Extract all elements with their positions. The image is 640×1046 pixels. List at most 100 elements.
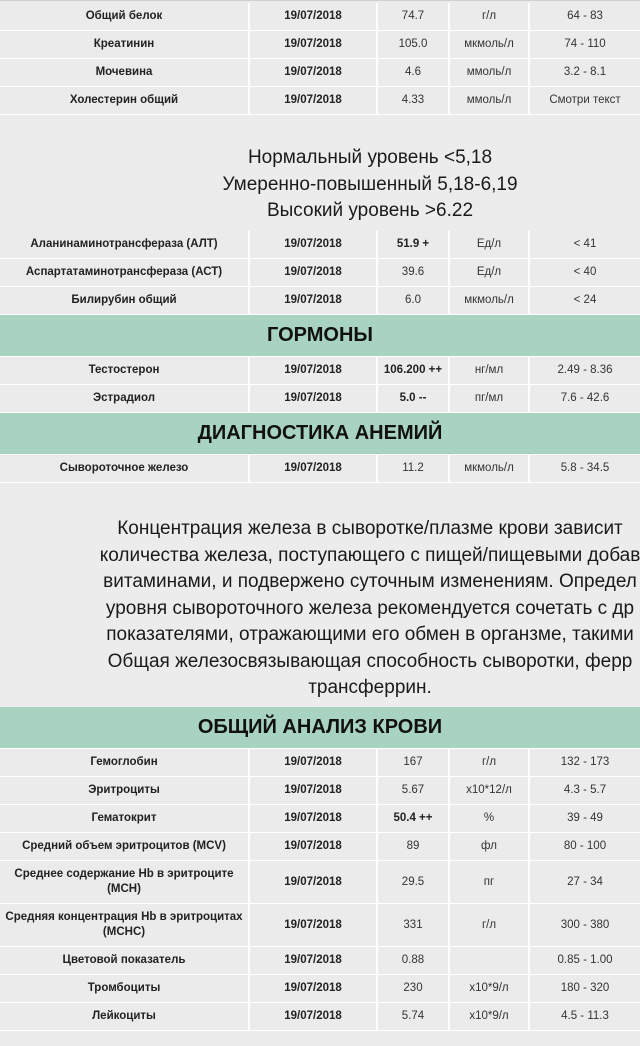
test-name: Эритроциты [0, 777, 250, 804]
note-line: уровня сывороточного железа рекомендуетс… [105, 597, 635, 619]
test-unit: пг/мл [450, 385, 530, 412]
reference-range: 180 - 320 [560, 982, 610, 994]
test-value: 106.200 ++ [378, 357, 450, 384]
test-date: 19/07/2018 [250, 861, 378, 903]
reference-range: 0.85 - 1.00 [557, 954, 613, 966]
section-header: ГОРМОНЫ [0, 315, 640, 357]
reference-range: 5.8 - 34.5 [560, 462, 610, 474]
test-name: Креатинин [0, 31, 250, 58]
test-date: 19/07/2018 [250, 455, 378, 482]
note-text: Нормальный уровень <5,18 Умеренно-повышен… [0, 115, 640, 231]
test-name: Тестостерон [0, 357, 250, 384]
reference-range: 4.3 - 5.7 [563, 784, 607, 796]
test-name: Гематокрит [0, 805, 250, 832]
reference-range: 80 - 100 [563, 840, 607, 852]
table-row: Гематокрит 19/07/2018 50.4 ++% 39 - 49 [0, 805, 640, 833]
test-value: 11.2 [378, 455, 450, 482]
test-name: Мочевина [0, 59, 250, 86]
test-unit: % [450, 805, 530, 832]
test-name: Холестерин общий [0, 87, 250, 114]
test-unit: мкмоль/л [450, 287, 530, 314]
table-row: Креатинин 19/07/2018 105.0 мкмоль/л 74 - 110 [0, 31, 640, 59]
reference-range: 300 - 380 [560, 918, 610, 931]
note-line: Высокий уровень >6.22 [266, 200, 474, 221]
table-row: Тестостерон 19/07/2018 106.200 ++ нг/мл 2.49… [0, 357, 640, 385]
note-text: Концентрация железа в сыворотке/плазме к… [0, 483, 640, 707]
test-value: 331 [378, 904, 450, 946]
test-name: Лейкоциты [0, 1003, 250, 1030]
reference-range: Смотри текст [549, 94, 621, 106]
note-line: Концентрация железа в сыворотке/плазме к… [117, 518, 623, 539]
note-line: трансферрин. [308, 677, 432, 698]
test-unit: мкмоль/л [450, 31, 530, 58]
test-name: Цветовой показатель [0, 947, 250, 974]
test-date: 19/07/2018 [250, 749, 378, 776]
reference-range: 7.6 - 42.6 [560, 392, 610, 404]
test-value: 167 [378, 749, 450, 776]
test-date: 19/07/2018 [250, 231, 378, 258]
section-header: ОБЩИЙ АНАЛИЗ КРОВИ [0, 707, 640, 749]
reference-range: 39 - 49 [567, 812, 603, 824]
test-value: 74.7 [378, 3, 450, 30]
table-row: Аланинаминотрансфераза (АЛТ) 19/07/2018 51… [0, 231, 640, 259]
test-value: 5.0 -- [378, 385, 450, 412]
test-unit: ммоль/л [450, 87, 530, 114]
table-row: Холестерин общий 19/07/2018 4.33 ммоль/л Смо… [0, 87, 640, 115]
test-unit: г/л [450, 749, 530, 776]
test-date: 19/07/2018 [250, 31, 378, 58]
test-date: 19/07/2018 [250, 87, 378, 114]
test-unit: г/л [450, 904, 530, 946]
results-table: Тестостерон 19/07/2018 106.200 ++ нг/мл 2.49… [0, 357, 640, 413]
test-value: 51.9 + [378, 231, 450, 258]
test-value: 4.33 [378, 87, 450, 114]
reference-range: < 40 [573, 266, 597, 278]
test-value: 5.74 [378, 1003, 450, 1030]
reference-range: 4.5 - 11.3 [561, 1010, 609, 1022]
results-table: Общий белок 19/07/2018 74.7 г/л 64 - 83 Креат… [0, 3, 640, 115]
results-table: Гемоглобин 19/07/2018 167 г/л 132 - 173 Эритр… [0, 749, 640, 1031]
reference-range: 64 - 83 [567, 10, 603, 22]
test-date: 19/07/2018 [250, 904, 378, 946]
test-name: Средний объем эритроцитов (MCV) [0, 833, 250, 860]
test-date: 19/07/2018 [250, 59, 378, 86]
test-unit: фл [450, 833, 530, 860]
test-date: 19/07/2018 [250, 287, 378, 314]
test-name: Тромбоциты [0, 975, 250, 1002]
table-row: Эритроциты 19/07/2018 5.67 x10*12/л 4.3 - 5.… [0, 777, 640, 805]
reference-range: < 41 [573, 238, 597, 250]
table-row: Аспартатаминотрансфераза (АСТ) 19/07/2018… [0, 259, 640, 287]
test-unit: мкмоль/л [450, 455, 530, 482]
test-unit: ммоль/л [450, 59, 530, 86]
test-unit: x10*9/л [450, 1003, 530, 1030]
results-table: Аланинаминотрансфераза (АЛТ) 19/07/2018 51… [0, 231, 640, 315]
test-date: 19/07/2018 [250, 1003, 378, 1030]
test-value: 39.6 [378, 259, 450, 286]
test-name: Среднее содержание Hb в эритроците (MCH) [0, 861, 250, 903]
test-unit: Ед/л [450, 231, 530, 258]
test-unit: пг [450, 861, 530, 903]
table-row: Лейкоциты 19/07/2018 5.74 x10*9/л 4.5 - 11.3 [0, 1003, 640, 1031]
reference-range: < 24 [573, 294, 597, 306]
table-row: Средняя концентрация Hb в эритроцитах (M… [0, 904, 640, 947]
note-line: Умеренно-повышенный 5,18-6,19 [222, 173, 518, 195]
test-date: 19/07/2018 [250, 385, 378, 412]
note-line: витаминами, и подвержено суточным измене… [103, 571, 637, 592]
test-name: Сывороточное железо [0, 455, 250, 482]
test-date: 19/07/2018 [250, 833, 378, 860]
reference-range: 74 - 110 [564, 38, 606, 50]
table-row: Сывороточное железо 19/07/2018 11.2 мкмоль/… [0, 455, 640, 483]
test-date: 19/07/2018 [250, 357, 378, 384]
test-name: Аланинаминотрансфераза (АЛТ) [0, 231, 250, 258]
test-date: 19/07/2018 [250, 3, 378, 30]
test-unit: x10*12/л [450, 777, 530, 804]
table-row: Мочевина 19/07/2018 4.6 ммоль/л 3.2 - 8.1 [0, 59, 640, 87]
test-unit: нг/мл [450, 357, 530, 384]
test-unit [450, 947, 530, 974]
table-row: Средний объем эритроцитов (MCV) 19/07/201… [0, 833, 640, 861]
test-value: 4.6 [378, 59, 450, 86]
test-date: 19/07/2018 [250, 947, 378, 974]
table-row: Цветовой показатель 19/07/2018 0.88 0.85 - … [0, 947, 640, 975]
results-table: Сывороточное железо 19/07/2018 11.2 мкмоль/… [0, 455, 640, 483]
table-row: Общий белок 19/07/2018 74.7 г/л 64 - 83 [0, 3, 640, 31]
test-value: 29.5 [378, 861, 450, 903]
